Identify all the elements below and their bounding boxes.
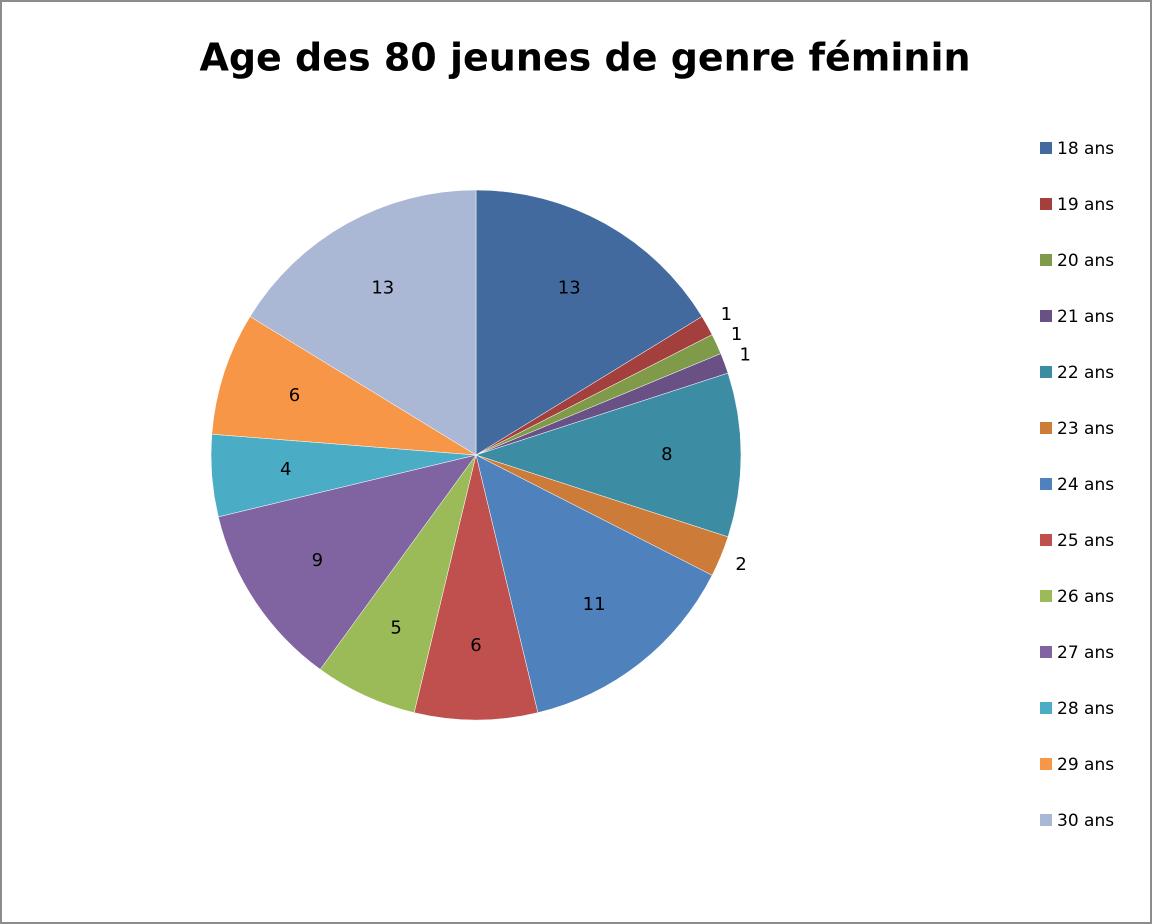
data-label: 13 (558, 278, 581, 299)
pie-slice (413, 454, 539, 721)
legend-label: 23 ans (1057, 419, 1114, 439)
data-label: 8 (661, 444, 672, 465)
legend-swatch (1040, 814, 1052, 826)
data-label: 9 (312, 550, 323, 571)
chart-title: Age des 80 jeunes de genre féminin (199, 36, 970, 80)
legend-swatch (1040, 534, 1052, 546)
legend-swatch (1040, 198, 1052, 210)
legend-swatch (1040, 758, 1052, 770)
data-label: 4 (280, 459, 291, 480)
legend-swatch (1040, 310, 1052, 322)
data-label: 5 (390, 617, 401, 638)
legend-label: 18 ans (1057, 139, 1114, 159)
data-label: 1 (721, 304, 732, 325)
legend-swatch (1040, 142, 1052, 154)
legend-label: 19 ans (1057, 195, 1114, 215)
pie-slice (249, 189, 477, 456)
legend-label: 26 ans (1057, 587, 1114, 607)
legend-swatch (1040, 422, 1052, 434)
data-label: 6 (470, 635, 481, 656)
legend-label: 21 ans (1057, 307, 1114, 327)
data-label: 11 (583, 594, 606, 615)
legend-label: 25 ans (1057, 531, 1114, 551)
legend-label: 30 ans (1057, 811, 1114, 831)
legend-label: 27 ans (1057, 643, 1114, 663)
legend-swatch (1040, 702, 1052, 714)
data-label: 1 (740, 345, 751, 366)
data-label: 1 (731, 324, 742, 345)
pie-slice (475, 189, 703, 456)
pie-slice (475, 372, 742, 538)
pie-slice (211, 316, 477, 456)
data-label: 6 (289, 385, 300, 406)
legend-label: 29 ans (1057, 755, 1114, 775)
legend-swatch (1040, 590, 1052, 602)
legend-label: 20 ans (1057, 251, 1114, 271)
data-label: 2 (735, 554, 746, 575)
legend-label: 22 ans (1057, 363, 1114, 383)
legend-swatch (1040, 646, 1052, 658)
legend-swatch (1040, 254, 1052, 266)
data-label: 13 (371, 278, 394, 299)
legend-label: 28 ans (1057, 699, 1114, 719)
legend-label: 24 ans (1057, 475, 1114, 495)
pie-slice (475, 454, 713, 713)
pie-slice (218, 454, 477, 670)
legend-swatch (1040, 478, 1052, 490)
legend-swatch (1040, 366, 1052, 378)
